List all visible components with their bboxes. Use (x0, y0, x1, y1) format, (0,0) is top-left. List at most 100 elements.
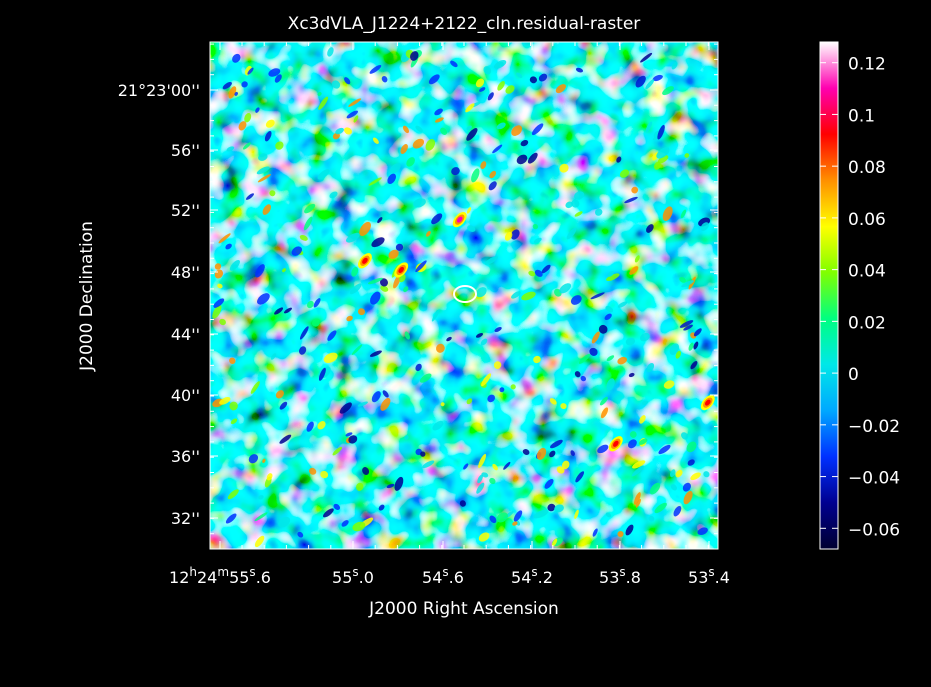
hotspot-core (456, 216, 463, 223)
noise-feature (606, 378, 615, 391)
x-tick-label-part: 53 (688, 568, 708, 587)
noise-feature (551, 538, 558, 547)
noise-feature (580, 375, 587, 382)
noise-feature (245, 193, 255, 200)
noise-feature (646, 224, 654, 233)
x-tick-label-part: s (352, 565, 358, 579)
noise-feature (275, 141, 284, 150)
noise-feature (565, 201, 573, 209)
noise-feature (325, 418, 330, 424)
x-axis-label: J2000 Right Ascension (368, 599, 559, 619)
noise-feature (412, 138, 425, 149)
y-tick-label: 21°23'00'' (118, 81, 200, 100)
noise-feature (318, 367, 326, 381)
noise-feature (605, 512, 612, 518)
noise-feature (356, 482, 364, 491)
noise-feature (241, 81, 248, 88)
noise-feature (520, 140, 529, 147)
noise-feature (308, 467, 317, 475)
x-tick-label-part: 24 (197, 568, 217, 587)
noise-feature (528, 270, 536, 277)
noise-feature (670, 484, 677, 491)
noise-feature (478, 453, 487, 469)
noise-feature (516, 72, 523, 79)
y-axis: 21°23'00'' 56'' 52'' 48'' 44'' 40'' 36'' 32'' (118, 43, 718, 535)
noise-feature (349, 283, 362, 295)
noise-feature (406, 157, 415, 167)
noise-feature (434, 108, 443, 116)
x-axis: 12h24m55s.6 55s.0 54s.6 54s.2 53s.8 53s.4 (169, 42, 730, 587)
noise-feature (389, 163, 401, 174)
noise-feature (333, 503, 341, 510)
noise-feature (466, 207, 472, 214)
noise-feature (382, 390, 389, 398)
noise-feature (465, 103, 475, 113)
noise-feature (627, 439, 637, 449)
noise-feature (617, 530, 624, 538)
noise-feature (538, 73, 548, 82)
noise-feature (436, 343, 445, 353)
noise-feature (574, 509, 579, 519)
noise-feature (274, 307, 284, 315)
noise-feature (320, 470, 329, 479)
noise-feature (225, 513, 237, 524)
noise-feature (570, 295, 582, 305)
noise-feature (372, 137, 379, 144)
noise-feature (680, 209, 687, 219)
noise-feature (591, 331, 600, 344)
hotspot-core (613, 440, 619, 447)
noise-feature (395, 243, 404, 251)
noise-feature (686, 441, 697, 453)
noise-feature (566, 227, 577, 240)
noise-feature (357, 308, 366, 316)
noise-feature (346, 232, 360, 243)
noise-feature (480, 161, 487, 170)
x-tick-label-part: m (217, 565, 229, 579)
colorbar-tick-label: 0.12 (848, 55, 886, 75)
noise-feature (244, 113, 252, 123)
noise-feature (684, 153, 690, 158)
noise-feature (493, 361, 502, 369)
noise-feature (503, 461, 511, 470)
noise-feature (471, 168, 480, 183)
noise-feature (549, 450, 556, 458)
noise-feature (312, 319, 320, 327)
noise-feature (645, 79, 655, 90)
noise-feature (600, 407, 609, 419)
noise-feature (663, 380, 675, 389)
noise-feature (331, 80, 341, 89)
noise-feature (574, 371, 581, 378)
noise-feature (422, 460, 435, 469)
noise-feature (559, 163, 569, 173)
x-tick-label-part: h (189, 565, 197, 579)
noise-feature (607, 270, 614, 277)
noise-feature (687, 459, 695, 466)
noise-feature (512, 521, 518, 526)
image-noise-field (210, 42, 718, 549)
noise-feature (646, 362, 655, 373)
x-tick-label-part: 55 (332, 568, 352, 587)
noise-feature (466, 398, 473, 405)
hotspot-core (362, 257, 368, 264)
source-marker (453, 285, 477, 303)
noise-feature (487, 92, 494, 101)
noise-feature (536, 447, 547, 460)
noise-feature (339, 402, 352, 414)
noise-feature (344, 127, 352, 135)
noise-feature (386, 483, 395, 489)
noise-feature (594, 208, 603, 216)
noise-feature (446, 336, 452, 342)
noise-feature (359, 221, 371, 236)
noise-feature (658, 444, 671, 455)
colorbar-tick-label: −0.06 (848, 520, 900, 540)
noise-feature (329, 191, 338, 199)
noise-feature (317, 91, 322, 97)
noise-feature (353, 115, 359, 123)
noise-feature (547, 503, 556, 512)
y-axis-label: J2000 Declination (77, 221, 97, 372)
noise-feature (534, 269, 543, 277)
noise-feature (403, 286, 409, 293)
noise-feature (463, 463, 469, 470)
noise-feature (370, 291, 381, 305)
